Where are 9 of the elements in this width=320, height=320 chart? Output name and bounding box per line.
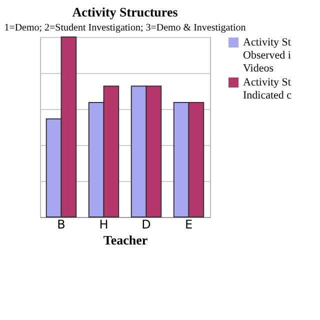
chart-title: Activity Structures	[72, 4, 178, 20]
x-tick-label: B	[57, 218, 66, 232]
legend-label: Activity St Indicated c	[243, 76, 292, 102]
legend-label: Activity St Observed i Videos	[243, 36, 291, 74]
x-tick-label: H	[99, 218, 108, 232]
x-axis-title: Teacher	[103, 232, 148, 248]
x-tick-label: E	[184, 218, 193, 232]
chart-subtitle: 1=Demo; 2=Student Investigation; 3=Demo & Investigation	[4, 22, 246, 34]
x-tick-label: D	[142, 218, 151, 232]
